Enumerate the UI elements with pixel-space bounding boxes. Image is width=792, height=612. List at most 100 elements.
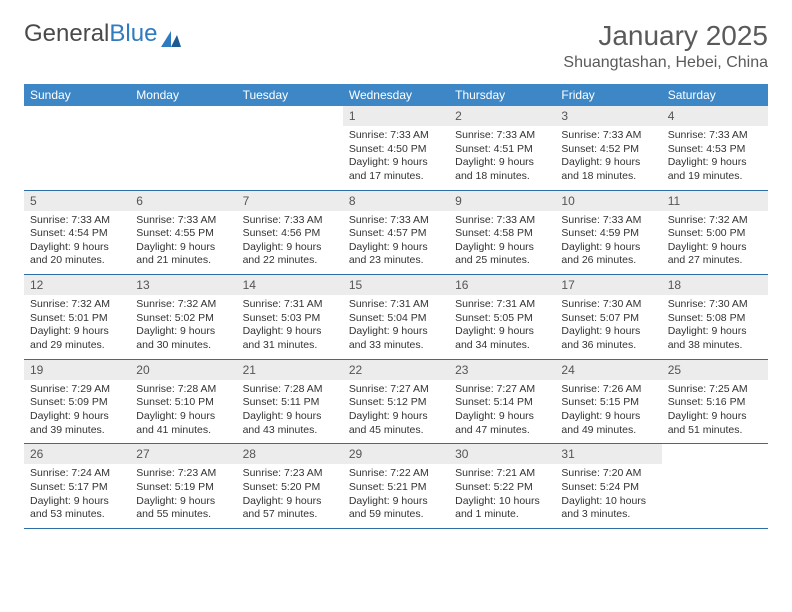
day-info: Sunrise: 7:31 AMSunset: 5:05 PMDaylight:… bbox=[449, 295, 555, 359]
day-info: Sunrise: 7:32 AMSunset: 5:01 PMDaylight:… bbox=[24, 295, 130, 359]
page-header: GeneralBlue January 2025 Shuangtashan, H… bbox=[24, 20, 768, 72]
logo-icon bbox=[161, 26, 181, 42]
calendar-cell: ..... bbox=[24, 106, 130, 190]
day-info: Sunrise: 7:33 AMSunset: 4:56 PMDaylight:… bbox=[237, 211, 343, 275]
day-info: Sunrise: 7:30 AMSunset: 5:07 PMDaylight:… bbox=[555, 295, 661, 359]
logo: GeneralBlue bbox=[24, 20, 181, 48]
day-number: 22 bbox=[343, 360, 449, 380]
calendar-cell: 7Sunrise: 7:33 AMSunset: 4:56 PMDaylight… bbox=[237, 190, 343, 275]
day-info: Sunrise: 7:28 AMSunset: 5:10 PMDaylight:… bbox=[130, 380, 236, 444]
day-number: 12 bbox=[24, 275, 130, 295]
calendar-cell: 10Sunrise: 7:33 AMSunset: 4:59 PMDayligh… bbox=[555, 190, 661, 275]
calendar-cell: 21Sunrise: 7:28 AMSunset: 5:11 PMDayligh… bbox=[237, 359, 343, 444]
day-info: Sunrise: 7:30 AMSunset: 5:08 PMDaylight:… bbox=[662, 295, 768, 359]
calendar-cell: 18Sunrise: 7:30 AMSunset: 5:08 PMDayligh… bbox=[662, 275, 768, 360]
day-number: 13 bbox=[130, 275, 236, 295]
calendar-cell: 23Sunrise: 7:27 AMSunset: 5:14 PMDayligh… bbox=[449, 359, 555, 444]
day-number: 24 bbox=[555, 360, 661, 380]
calendar-row: ...............1Sunrise: 7:33 AMSunset: … bbox=[24, 106, 768, 190]
calendar-cell: 16Sunrise: 7:31 AMSunset: 5:05 PMDayligh… bbox=[449, 275, 555, 360]
calendar-cell: 25Sunrise: 7:25 AMSunset: 5:16 PMDayligh… bbox=[662, 359, 768, 444]
day-number: 2 bbox=[449, 106, 555, 126]
calendar-cell: 19Sunrise: 7:29 AMSunset: 5:09 PMDayligh… bbox=[24, 359, 130, 444]
calendar-cell: 9Sunrise: 7:33 AMSunset: 4:58 PMDaylight… bbox=[449, 190, 555, 275]
calendar-cell: 1Sunrise: 7:33 AMSunset: 4:50 PMDaylight… bbox=[343, 106, 449, 190]
day-number: 18 bbox=[662, 275, 768, 295]
calendar-cell: 26Sunrise: 7:24 AMSunset: 5:17 PMDayligh… bbox=[24, 444, 130, 529]
calendar-cell: 29Sunrise: 7:22 AMSunset: 5:21 PMDayligh… bbox=[343, 444, 449, 529]
day-info: Sunrise: 7:33 AMSunset: 4:58 PMDaylight:… bbox=[449, 211, 555, 275]
day-number: 26 bbox=[24, 444, 130, 464]
day-number: 11 bbox=[662, 191, 768, 211]
day-number: 28 bbox=[237, 444, 343, 464]
day-info: Sunrise: 7:27 AMSunset: 5:12 PMDaylight:… bbox=[343, 380, 449, 444]
day-info: Sunrise: 7:22 AMSunset: 5:21 PMDaylight:… bbox=[343, 464, 449, 528]
day-info: Sunrise: 7:28 AMSunset: 5:11 PMDaylight:… bbox=[237, 380, 343, 444]
day-number: 15 bbox=[343, 275, 449, 295]
day-number: 5 bbox=[24, 191, 130, 211]
calendar-cell: 8Sunrise: 7:33 AMSunset: 4:57 PMDaylight… bbox=[343, 190, 449, 275]
calendar-cell: 6Sunrise: 7:33 AMSunset: 4:55 PMDaylight… bbox=[130, 190, 236, 275]
weekday-header: Wednesday bbox=[343, 84, 449, 106]
day-number: 14 bbox=[237, 275, 343, 295]
day-info: Sunrise: 7:33 AMSunset: 4:54 PMDaylight:… bbox=[24, 211, 130, 275]
day-info: Sunrise: 7:32 AMSunset: 5:00 PMDaylight:… bbox=[662, 211, 768, 275]
calendar-row: 12Sunrise: 7:32 AMSunset: 5:01 PMDayligh… bbox=[24, 275, 768, 360]
day-number: 9 bbox=[449, 191, 555, 211]
calendar-row: 26Sunrise: 7:24 AMSunset: 5:17 PMDayligh… bbox=[24, 444, 768, 529]
day-info: Sunrise: 7:33 AMSunset: 4:52 PMDaylight:… bbox=[555, 126, 661, 190]
location-title: Shuangtashan, Hebei, China bbox=[563, 54, 768, 72]
day-info: Sunrise: 7:25 AMSunset: 5:16 PMDaylight:… bbox=[662, 380, 768, 444]
weekday-header: Saturday bbox=[662, 84, 768, 106]
day-number: 25 bbox=[662, 360, 768, 380]
calendar-cell: 4Sunrise: 7:33 AMSunset: 4:53 PMDaylight… bbox=[662, 106, 768, 190]
calendar-cell: 12Sunrise: 7:32 AMSunset: 5:01 PMDayligh… bbox=[24, 275, 130, 360]
day-info: Sunrise: 7:31 AMSunset: 5:03 PMDaylight:… bbox=[237, 295, 343, 359]
day-number: 6 bbox=[130, 191, 236, 211]
calendar-cell: 2Sunrise: 7:33 AMSunset: 4:51 PMDaylight… bbox=[449, 106, 555, 190]
month-title: January 2025 bbox=[563, 20, 768, 52]
day-info: Sunrise: 7:29 AMSunset: 5:09 PMDaylight:… bbox=[24, 380, 130, 444]
day-info: Sunrise: 7:33 AMSunset: 4:55 PMDaylight:… bbox=[130, 211, 236, 275]
day-info: Sunrise: 7:26 AMSunset: 5:15 PMDaylight:… bbox=[555, 380, 661, 444]
calendar-table: SundayMondayTuesdayWednesdayThursdayFrid… bbox=[24, 84, 768, 529]
day-number: 7 bbox=[237, 191, 343, 211]
day-number: 17 bbox=[555, 275, 661, 295]
logo-text-1: General bbox=[24, 20, 109, 48]
calendar-cell: 20Sunrise: 7:28 AMSunset: 5:10 PMDayligh… bbox=[130, 359, 236, 444]
calendar-body: ...............1Sunrise: 7:33 AMSunset: … bbox=[24, 106, 768, 528]
calendar-cell: 13Sunrise: 7:32 AMSunset: 5:02 PMDayligh… bbox=[130, 275, 236, 360]
day-number: 10 bbox=[555, 191, 661, 211]
day-info: Sunrise: 7:23 AMSunset: 5:19 PMDaylight:… bbox=[130, 464, 236, 528]
day-number: 20 bbox=[130, 360, 236, 380]
day-info: Sunrise: 7:27 AMSunset: 5:14 PMDaylight:… bbox=[449, 380, 555, 444]
day-info: Sunrise: 7:20 AMSunset: 5:24 PMDaylight:… bbox=[555, 464, 661, 528]
weekday-header: Friday bbox=[555, 84, 661, 106]
logo-text-2: Blue bbox=[109, 20, 157, 48]
calendar-cell: 5Sunrise: 7:33 AMSunset: 4:54 PMDaylight… bbox=[24, 190, 130, 275]
day-number: 8 bbox=[343, 191, 449, 211]
calendar-cell: 3Sunrise: 7:33 AMSunset: 4:52 PMDaylight… bbox=[555, 106, 661, 190]
weekday-header: Tuesday bbox=[237, 84, 343, 106]
calendar-cell: 17Sunrise: 7:30 AMSunset: 5:07 PMDayligh… bbox=[555, 275, 661, 360]
weekday-header: Monday bbox=[130, 84, 236, 106]
day-info: Sunrise: 7:21 AMSunset: 5:22 PMDaylight:… bbox=[449, 464, 555, 528]
calendar-cell: 15Sunrise: 7:31 AMSunset: 5:04 PMDayligh… bbox=[343, 275, 449, 360]
calendar-row: 19Sunrise: 7:29 AMSunset: 5:09 PMDayligh… bbox=[24, 359, 768, 444]
day-info: Sunrise: 7:32 AMSunset: 5:02 PMDaylight:… bbox=[130, 295, 236, 359]
calendar-cell: 28Sunrise: 7:23 AMSunset: 5:20 PMDayligh… bbox=[237, 444, 343, 529]
calendar-cell: ..... bbox=[662, 444, 768, 529]
day-info: Sunrise: 7:31 AMSunset: 5:04 PMDaylight:… bbox=[343, 295, 449, 359]
title-block: January 2025 Shuangtashan, Hebei, China bbox=[563, 20, 768, 72]
calendar-cell: 24Sunrise: 7:26 AMSunset: 5:15 PMDayligh… bbox=[555, 359, 661, 444]
calendar-cell: 11Sunrise: 7:32 AMSunset: 5:00 PMDayligh… bbox=[662, 190, 768, 275]
day-number: 3 bbox=[555, 106, 661, 126]
calendar-cell: 22Sunrise: 7:27 AMSunset: 5:12 PMDayligh… bbox=[343, 359, 449, 444]
day-number: 16 bbox=[449, 275, 555, 295]
day-info: Sunrise: 7:33 AMSunset: 4:59 PMDaylight:… bbox=[555, 211, 661, 275]
weekday-header: Thursday bbox=[449, 84, 555, 106]
calendar-cell: ..... bbox=[130, 106, 236, 190]
calendar-cell: 30Sunrise: 7:21 AMSunset: 5:22 PMDayligh… bbox=[449, 444, 555, 529]
day-number: 19 bbox=[24, 360, 130, 380]
calendar-cell: ..... bbox=[237, 106, 343, 190]
